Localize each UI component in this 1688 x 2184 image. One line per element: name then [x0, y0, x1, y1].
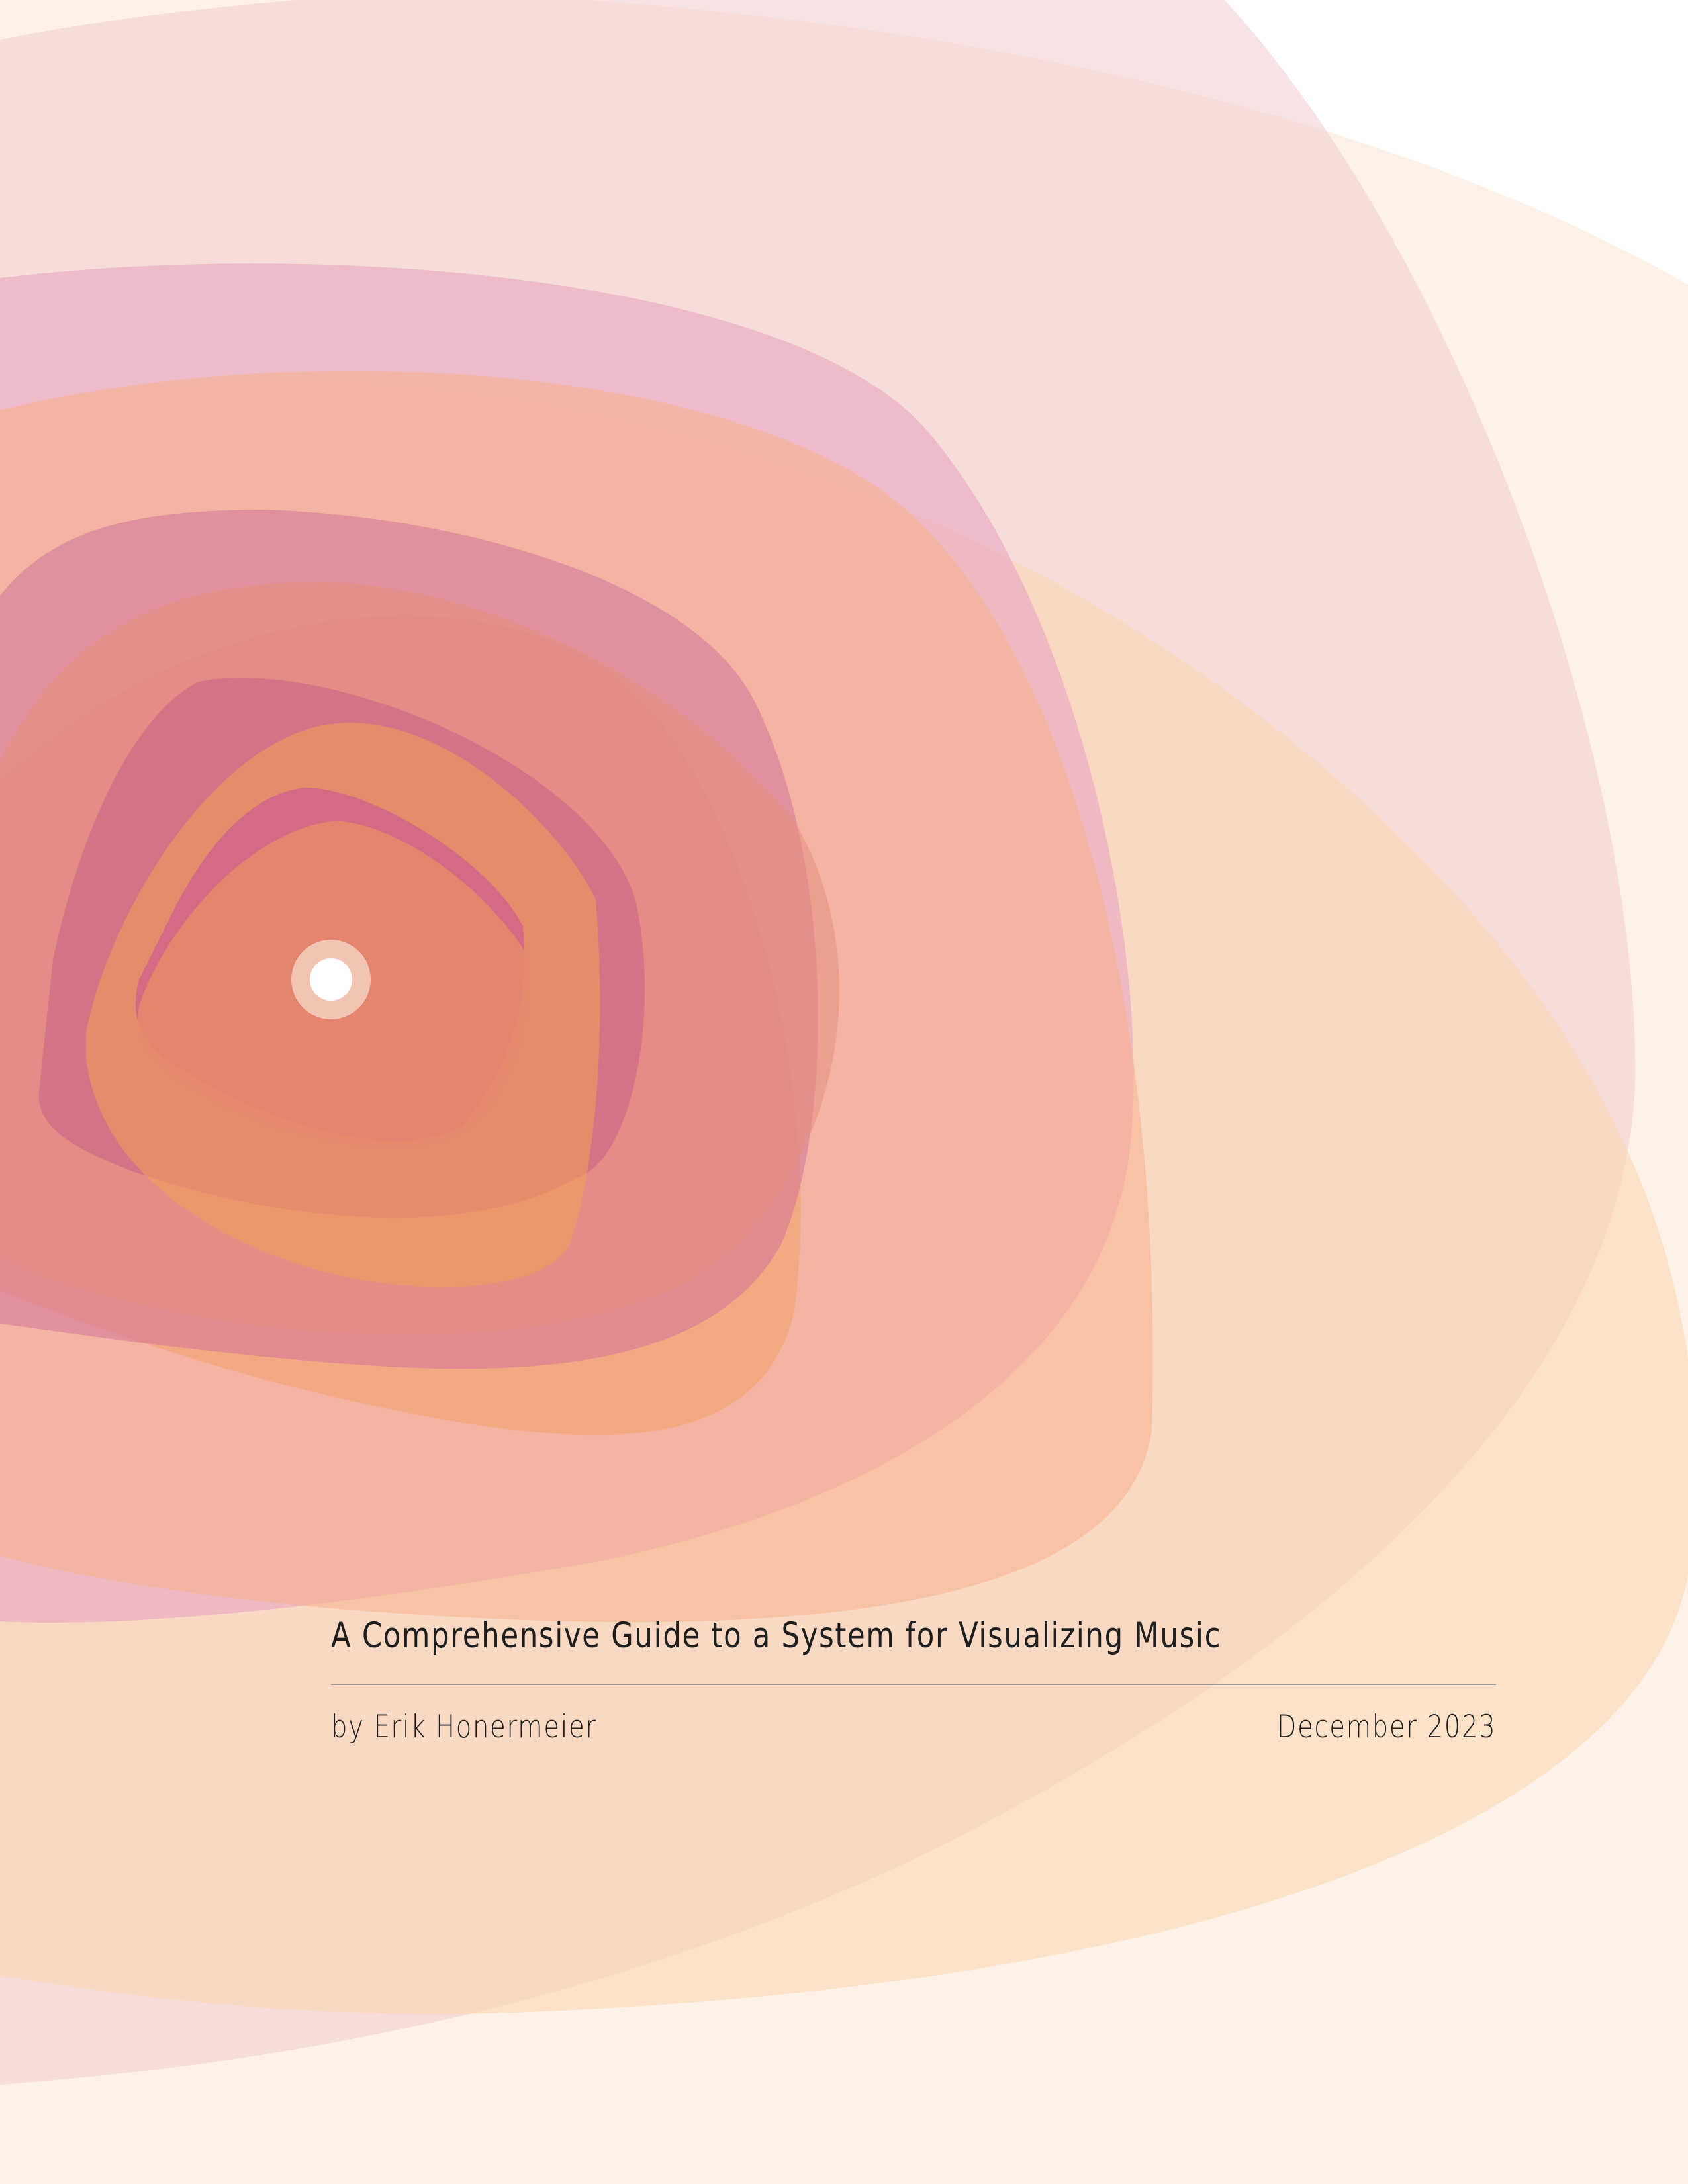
document-title: A Comprehensive Guide to a System for Vi… — [331, 1615, 1222, 1656]
author-byline: by Erik Honermeier — [331, 1709, 597, 1745]
title-divider — [331, 1684, 1496, 1685]
publication-date: December 2023 — [1276, 1709, 1496, 1745]
center-dot — [310, 958, 352, 1001]
byline-row: by Erik Honermeier December 2023 — [331, 1709, 1496, 1755]
title-block: A Comprehensive Guide to a System for Vi… — [331, 1615, 1496, 1745]
